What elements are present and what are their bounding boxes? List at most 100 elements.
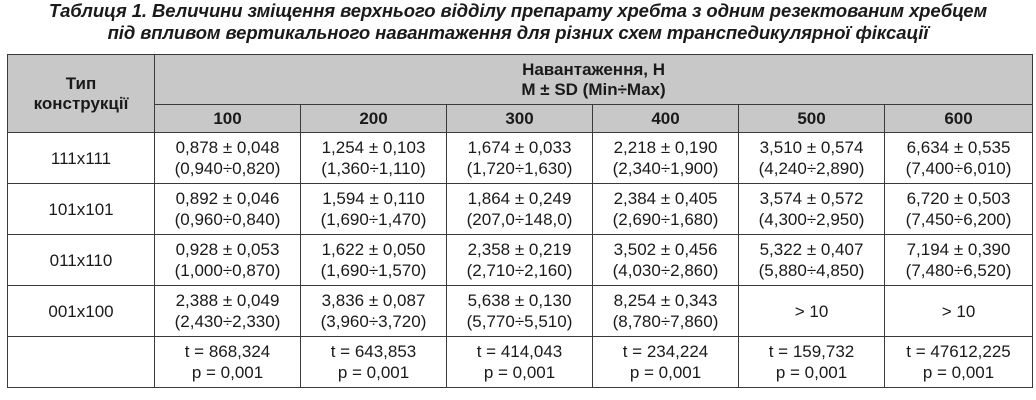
value-cell: 7,194 ± 0,390 (7,480÷6,520): [883, 234, 1034, 286]
cell-primary-value: > 10: [941, 301, 976, 321]
type-header: Тип конструкції: [7, 54, 155, 133]
table-body: 111x111 0,878 ± 0,048 (0,940÷0,820) 1,254 ±…: [7, 132, 1034, 388]
value-cell: 3,574 ± 0,572 (4,300÷2,950): [738, 183, 885, 235]
caption-line-1: Таблиця 1. Величини зміщення верхнього в…: [0, 0, 1036, 22]
cell-primary-value: t = 868,324: [184, 342, 271, 361]
value-cell: 1,674 ± 0,033 (1,720÷1,630): [446, 132, 593, 184]
cell-primary-value: 0,878 ± 0,048: [175, 138, 280, 157]
cell-secondary-value: (2,340÷1,900): [612, 159, 719, 178]
cell-primary-value: 6,720 ± 0,503: [906, 189, 1011, 208]
caption-prefix: Таблиця 1.: [48, 0, 147, 21]
load-header-cell: 600: [883, 104, 1034, 133]
value-cell: 2,384 ± 0,405 (2,690÷1,680): [592, 183, 739, 235]
cell-secondary-value: (7,400÷6,010): [905, 159, 1012, 178]
cell-secondary-value: (2,430÷2,330): [174, 312, 281, 331]
row-type-cell: 011x110: [7, 234, 155, 286]
value-cell: 6,720 ± 0,503 (7,450÷6,200): [883, 183, 1034, 235]
value-cell: 6,634 ± 0,535 (7,400÷6,010): [883, 132, 1034, 184]
value-cell: 3,502 ± 0,456 (4,030÷2,860): [592, 234, 739, 286]
value-cell: t = 414,043 p = 0,001: [446, 336, 593, 388]
load-header-title: Навантаження, Н: [522, 59, 665, 79]
cell-secondary-value: (0,960÷0,840): [174, 210, 281, 229]
cell-secondary-value: (4,030÷2,860): [612, 261, 719, 280]
load-header: Навантаження, Н M ± SD (Min÷Max): [153, 54, 1034, 105]
cell-primary-value: 3,574 ± 0,572: [759, 189, 864, 208]
row-type-cell: 111x111: [7, 132, 155, 184]
header-row-1: Тип конструкції Навантаження, Н M ± SD (…: [7, 54, 1034, 133]
value-cell: t = 868,324 p = 0,001: [154, 336, 301, 388]
value-cell: > 10: [738, 285, 885, 337]
cell-primary-value: t = 159,732: [768, 342, 855, 361]
caption-line-2: під впливом вертикального навантаження д…: [107, 22, 929, 43]
value-cell: 0,928 ± 0,053 (1,000÷0,870): [154, 234, 301, 286]
row-type-cell: [7, 336, 155, 388]
cell-secondary-value: (0,940÷0,820): [174, 159, 281, 178]
cell-primary-value: 3,502 ± 0,456: [613, 240, 718, 259]
value-cell: t = 159,732 p = 0,001: [738, 336, 885, 388]
cell-secondary-value: (2,710÷2,160): [466, 261, 573, 280]
load-header-cell: 300: [446, 104, 593, 133]
stat-header: M ± SD (Min÷Max): [521, 79, 666, 99]
table-row: 101x101 0,892 ± 0,046 (0,960÷0,840) 1,594 ±…: [7, 183, 1034, 235]
value-cell: t = 234,224 p = 0,001: [592, 336, 739, 388]
cell-secondary-value: (207,0÷148,0): [466, 210, 573, 229]
row-type-cell: 101x101: [7, 183, 155, 235]
cell-secondary-value: p = 0,001: [483, 363, 556, 382]
row-type-cell: 001x100: [7, 285, 155, 337]
cell-secondary-value: (4,300÷2,950): [758, 210, 865, 229]
cell-primary-value: 1,622 ± 0,050: [321, 240, 426, 259]
cell-primary-value: 0,928 ± 0,053: [175, 240, 280, 259]
cell-primary-value: 1,864 ± 0,249: [467, 189, 572, 208]
cell-primary-value: t = 47612,225: [906, 342, 1011, 361]
cell-primary-value: 5,322 ± 0,407: [759, 240, 864, 259]
load-header-cell: 500: [738, 104, 885, 133]
cell-primary-value: 2,218 ± 0,190: [613, 138, 718, 157]
cell-primary-value: 2,388 ± 0,049: [175, 291, 280, 310]
cell-primary-value: 2,384 ± 0,405: [613, 189, 718, 208]
cell-primary-value: 5,638 ± 0,130: [467, 291, 572, 310]
cell-primary-value: 1,594 ± 0,110: [322, 189, 425, 208]
value-cell: 1,594 ± 0,110 (1,690÷1,470): [300, 183, 447, 235]
load-header-cell: 100: [154, 104, 301, 133]
value-cell: 2,388 ± 0,049 (2,430÷2,330): [154, 285, 301, 337]
value-cell: t = 643,853 p = 0,001: [300, 336, 447, 388]
value-cell: 3,836 ± 0,087 (3,960÷3,720): [300, 285, 447, 337]
cell-secondary-value: (3,960÷3,720): [320, 312, 427, 331]
cell-primary-value: 0,892 ± 0,046: [175, 189, 280, 208]
cell-primary-value: > 10: [794, 301, 829, 321]
cell-primary-value: t = 414,043: [476, 342, 563, 361]
cell-primary-value: 7,194 ± 0,390: [906, 240, 1011, 259]
cell-secondary-value: (4,240÷2,890): [758, 159, 865, 178]
table-row: 111x111 0,878 ± 0,048 (0,940÷0,820) 1,254 ±…: [7, 132, 1034, 184]
cell-primary-value: 1,254 ± 0,103: [321, 138, 426, 157]
value-cell: 1,622 ± 0,050 (1,690÷1,570): [300, 234, 447, 286]
cell-secondary-value: p = 0,001: [191, 363, 264, 382]
value-cell: 1,254 ± 0,103 (1,360÷1,110): [300, 132, 447, 184]
value-cell: > 10: [883, 285, 1034, 337]
cell-secondary-value: p = 0,001: [775, 363, 848, 382]
value-cell: 8,254 ± 0,343 (8,780÷7,860): [592, 285, 739, 337]
cell-primary-value: 2,358 ± 0,219: [467, 240, 572, 259]
cell-primary-value: t = 643,853: [330, 342, 417, 361]
cell-primary-value: 6,634 ± 0,535: [906, 138, 1011, 157]
value-cell: 0,892 ± 0,046 (0,960÷0,840): [154, 183, 301, 235]
cell-primary-value: 8,254 ± 0,343: [613, 291, 718, 310]
table-row: 011x110 0,928 ± 0,053 (1,000÷0,870) 1,622 ±…: [7, 234, 1034, 286]
cell-primary-value: 3,510 ± 0,574: [759, 138, 864, 157]
cell-secondary-value: (1,360÷1,110): [321, 159, 426, 178]
cell-primary-value: 1,674 ± 0,033: [467, 138, 572, 157]
value-cell: 5,322 ± 0,407 (5,880÷4,850): [738, 234, 885, 286]
cell-secondary-value: (1,000÷0,870): [174, 261, 281, 280]
cell-primary-value: t = 234,224: [622, 342, 709, 361]
value-cell: 2,218 ± 0,190 (2,340÷1,900): [592, 132, 739, 184]
cell-secondary-value: (1,690÷1,570): [320, 261, 427, 280]
cell-secondary-value: (7,480÷6,520): [905, 261, 1012, 280]
value-cell: 3,510 ± 0,574 (4,240÷2,890): [738, 132, 885, 184]
table-caption: Таблиця 1. Величини зміщення верхнього в…: [0, 0, 1036, 46]
data-table: Тип конструкції Навантаження, Н M ± SD (…: [7, 54, 1034, 388]
value-cell: 0,878 ± 0,048 (0,940÷0,820): [154, 132, 301, 184]
caption-title-part-1: Величини зміщення верхнього відділу преп…: [146, 0, 988, 21]
table-row: t = 868,324 p = 0,001 t = 643,853 p = 0,001…: [7, 336, 1034, 388]
table-row: 001x100 2,388 ± 0,049 (2,430÷2,330) 3,836 ±…: [7, 285, 1034, 337]
load-header-cell: 400: [592, 104, 739, 133]
